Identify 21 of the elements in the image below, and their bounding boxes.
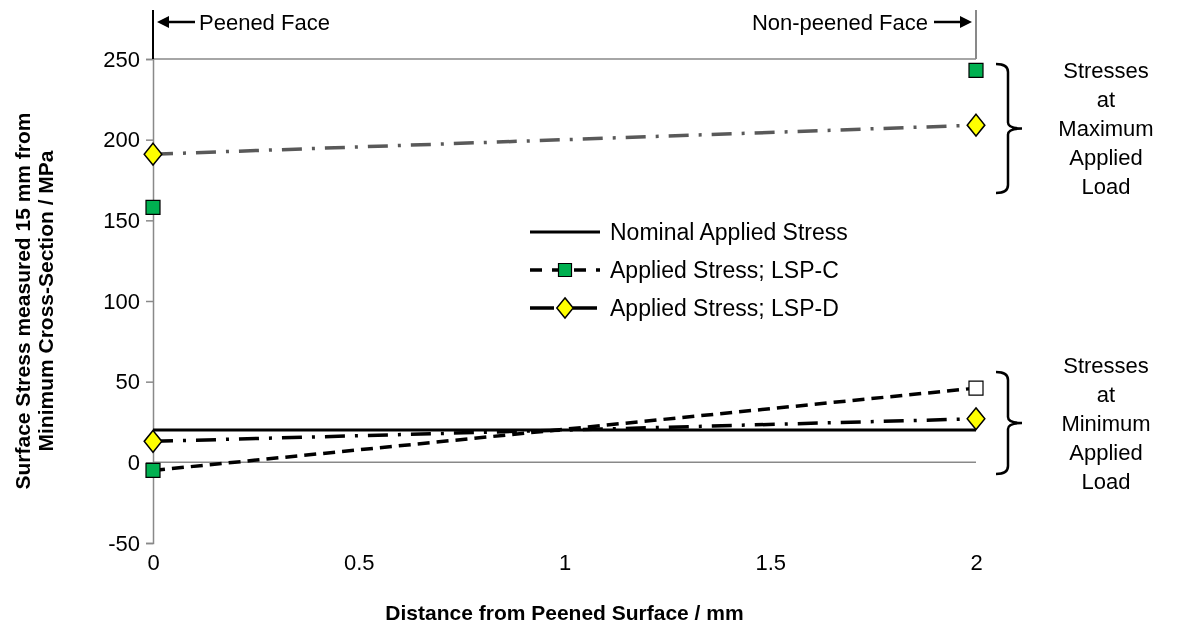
y-tick-label: -50 xyxy=(108,530,140,556)
text: Stresses at Minimum Applied Load xyxy=(1061,352,1151,494)
x-tick-label: 1.5 xyxy=(755,550,787,576)
y-axis-title: Surface Stress measured 15 mm from Minimum Cross-Section / MPa xyxy=(11,112,58,490)
x-tick-label: 1 xyxy=(558,550,572,576)
y-tick-label: 100 xyxy=(103,288,140,314)
y-tick-label: 250 xyxy=(103,46,140,72)
text: Non-peened Face xyxy=(751,9,928,35)
y-tick-label: 150 xyxy=(103,207,140,233)
y-tick-label: 200 xyxy=(103,127,140,153)
text: Peened Face xyxy=(199,9,330,35)
y-tick-label: 0 xyxy=(127,449,140,475)
x-tick-label: 0.5 xyxy=(343,550,375,576)
x-axis-title: Distance from Peened Surface / mm xyxy=(385,601,744,624)
x-tick-label: 0 xyxy=(147,550,160,576)
x-tick-label: 2 xyxy=(970,550,983,576)
legend-label: Applied Stress; LSP-D xyxy=(610,295,839,322)
y-tick-label: 50 xyxy=(115,369,140,395)
legend-label: Nominal Applied Stress xyxy=(610,219,848,246)
text: Stresses at Maximum Applied Load xyxy=(1058,58,1154,200)
legend-label: Applied Stress; LSP-C xyxy=(610,257,839,284)
